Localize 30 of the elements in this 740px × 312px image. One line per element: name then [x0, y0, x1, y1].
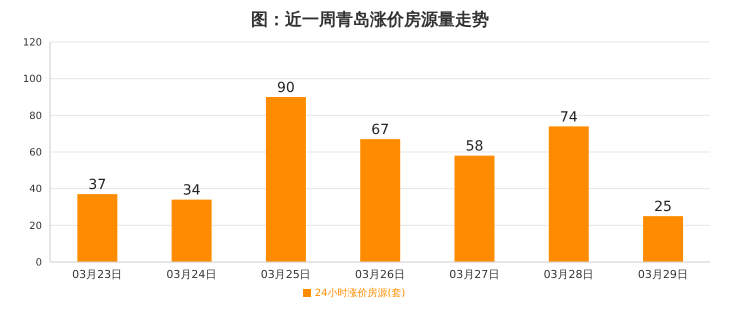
legend-label: 24小时涨价房源(套)	[314, 288, 406, 299]
data-label: 67	[371, 122, 390, 138]
x-tick-label: 03月28日	[544, 268, 594, 281]
y-tick-label: 0	[36, 258, 42, 269]
y-tick-label: 100	[22, 74, 42, 86]
bar	[360, 139, 400, 262]
x-tick-label: 03月25日	[260, 268, 311, 281]
bar	[643, 216, 684, 262]
y-tick-label: 120	[22, 38, 42, 49]
x-tick-label: 03月26日	[355, 268, 405, 281]
data-label: 25	[654, 199, 672, 216]
bar	[548, 126, 589, 262]
data-label: 74	[560, 109, 578, 126]
x-tick-label: 03月23日	[72, 268, 122, 281]
bar	[266, 97, 306, 262]
y-tick-label: 20	[29, 220, 42, 232]
chart-title: 图：近一周青岛涨价房源量走势	[250, 9, 490, 32]
x-tick-label: 03月27日	[449, 268, 500, 281]
data-label: 58	[466, 138, 484, 155]
data-label: 90	[277, 80, 295, 96]
x-tick-label: 03月24日	[166, 268, 216, 281]
y-tick-label: 40	[29, 184, 42, 196]
bar	[172, 200, 212, 262]
data-label: 34	[182, 182, 201, 199]
y-tick-label: 80	[29, 110, 42, 122]
x-tick-label: 03月29日	[638, 268, 688, 281]
data-label: 37	[88, 177, 106, 194]
bar	[454, 156, 494, 262]
y-tick-label: 60	[29, 148, 42, 159]
bar	[77, 194, 118, 262]
